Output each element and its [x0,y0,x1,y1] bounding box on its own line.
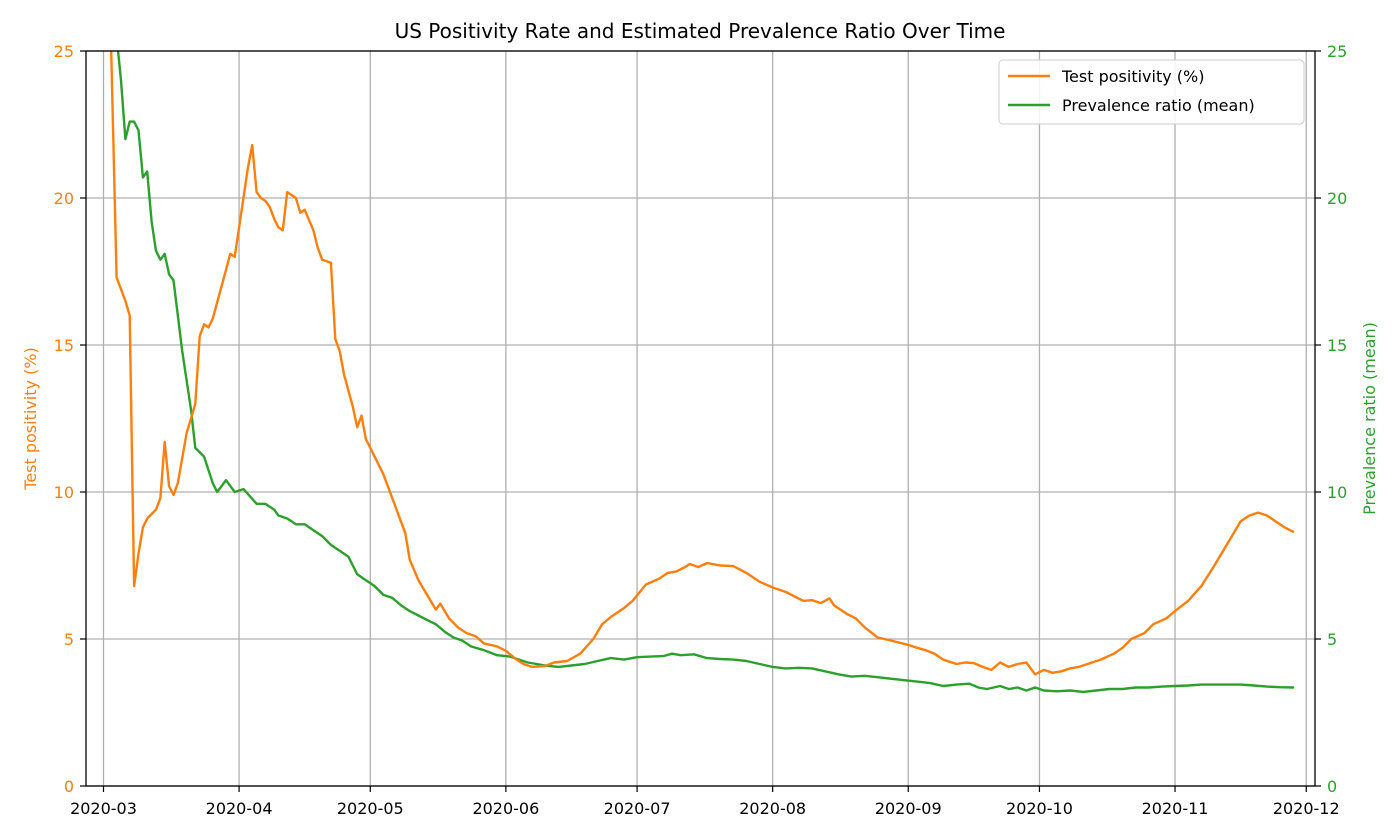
legend-label-positivity: Test positivity (%) [1061,67,1204,86]
x-tick-label: 2020-09 [875,799,942,818]
y-right-tick-label: 20 [1327,189,1347,208]
x-tick-label: 2020-12 [1273,799,1340,818]
y-left-tick-label: 20 [54,189,74,208]
x-tick-label: 2020-05 [337,799,404,818]
y-axis-left-label: Test positivity (%) [21,347,40,490]
x-axis: 2020-03 2020-04 2020-05 2020-06 2020-07 2020-… [70,786,1340,818]
y-left-tick-label: 10 [54,483,74,502]
x-tick-label: 2020-10 [1006,799,1073,818]
plot-frame [85,50,1316,787]
y-right-tick-label: 25 [1327,42,1347,61]
x-tick-label: 2020-04 [206,799,273,818]
y-right-tick-label: 5 [1327,630,1337,649]
x-tick-label: 2020-08 [739,799,806,818]
legend: Test positivity (%) Prevalence ratio (me… [998,59,1305,125]
chart-title: US Positivity Rate and Estimated Prevale… [395,19,1006,43]
x-tick-label: 2020-11 [1142,799,1209,818]
y-right-tick-label: 0 [1327,777,1337,796]
y-right-tick-label: 10 [1327,483,1347,502]
x-tick-label: 2020-06 [472,799,539,818]
y-left-tick-label: 0 [64,777,74,796]
series-line-positivity [110,51,1295,676]
y-axis-right: 0 5 10 15 20 25 [1315,42,1347,796]
y-left-tick-label: 25 [54,42,74,61]
y-axis-left: 0 5 10 15 20 25 [54,42,86,796]
legend-label-prevalence: Prevalence ratio (mean) [1062,96,1255,115]
y-left-tick-label: 15 [54,336,74,355]
x-tick-label: 2020-07 [604,799,671,818]
y-axis-right-label: Prevalence ratio (mean) [1360,322,1379,515]
series-line-prevalence [116,51,1295,694]
x-tick-label: 2020-03 [70,799,137,818]
grid [86,50,1315,787]
series-layer [110,51,1295,694]
y-left-tick-label: 5 [64,630,74,649]
y-right-tick-label: 15 [1327,336,1347,355]
legend-box [998,59,1305,125]
